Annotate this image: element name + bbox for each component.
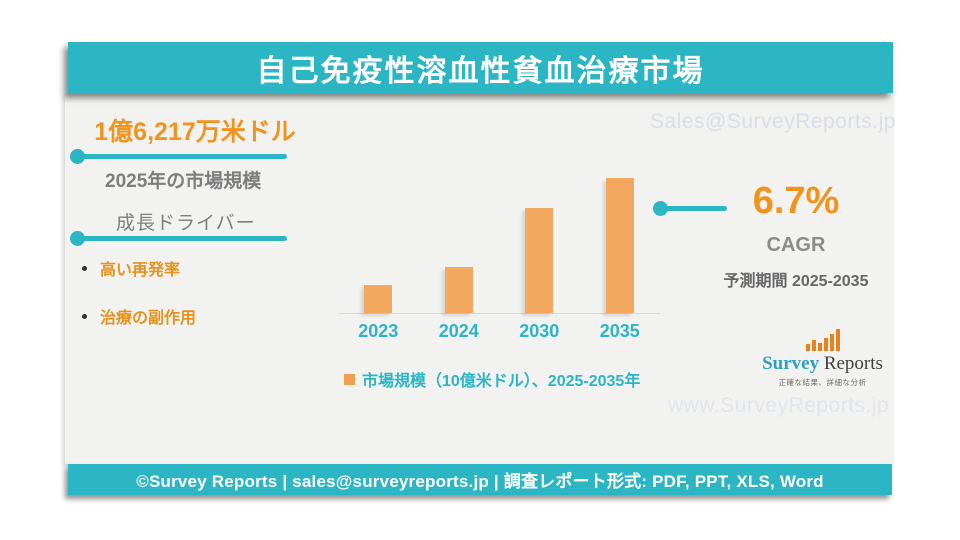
x-tick-label: 2030 — [519, 321, 560, 341]
market-size-value: 1億6,217万米ドル — [94, 118, 296, 146]
title-banner: 自己免疫性溶血性貧血治療市場 — [68, 42, 893, 93]
list-item: 治療の副作用 — [82, 304, 196, 328]
watermark-sales-email: Sales@SurveyReports.jp — [650, 110, 896, 133]
growth-drivers-list: 高い再発率 治療の副作用 — [82, 256, 196, 352]
accent-dot — [70, 149, 85, 164]
accent-dot — [653, 201, 668, 216]
accent-line — [78, 154, 287, 159]
driver-text: 治療の副作用 — [100, 310, 197, 327]
bar-2030 — [525, 208, 554, 313]
cagr-block: 6.7% CAGR 予測期間 2025-2035 — [700, 182, 892, 291]
x-tick-label: 2035 — [599, 321, 640, 341]
bar-chart-icon — [750, 328, 895, 351]
bar-2035 — [605, 178, 634, 313]
bar-slot — [419, 170, 500, 313]
driver-text: 高い再発率 — [100, 262, 181, 279]
legend-swatch-icon — [344, 373, 355, 385]
market-size-label: 2025年の市場規模 — [105, 171, 262, 192]
footer-text: ©Survey Reports | sales@surveyreports.jp… — [136, 472, 824, 491]
footer-banner: ©Survey Reports | sales@surveyreports.jp… — [68, 464, 892, 495]
bar-2023 — [364, 285, 393, 313]
growth-drivers-heading: 成長ドライバー — [116, 213, 256, 234]
bar-2024 — [444, 267, 473, 313]
logo-name: Survey Reports — [750, 353, 895, 375]
bar-slot — [499, 170, 580, 313]
logo-name-part2: Reports — [823, 353, 883, 374]
list-item: 高い再発率 — [82, 256, 196, 280]
watermark-website: www.SurveyReports.jp — [668, 394, 890, 417]
chart-bars — [338, 170, 660, 314]
cagr-period: 予測期間 2025-2035 — [723, 273, 869, 290]
x-tick-label: 2023 — [358, 321, 399, 341]
accent-line — [662, 206, 727, 211]
x-tick-label: 2024 — [438, 321, 479, 341]
bar-slot — [580, 170, 661, 313]
cagr-label: CAGR — [766, 234, 826, 256]
surveyreports-logo: Survey Reports 正確な結果、詳細な分析 — [750, 328, 895, 388]
logo-tagline: 正確な結果、詳細な分析 — [778, 378, 867, 387]
bar-slot — [338, 170, 419, 313]
bar-chart: 2023 2024 2030 2035 — [338, 170, 660, 342]
chart-legend: 市場規模（10億米ドル）、2025-2035年 — [344, 367, 640, 391]
accent-dot — [70, 231, 85, 246]
page-title: 自己免疫性溶血性貧血治療市場 — [256, 54, 705, 88]
chart-labels: 2023 2024 2030 2035 — [338, 314, 660, 342]
cagr-value: 6.7% — [752, 180, 840, 222]
bullet-icon — [82, 265, 87, 271]
logo-name-part1: Survey — [762, 353, 820, 374]
accent-line — [78, 236, 287, 241]
bullet-icon — [82, 313, 87, 319]
legend-label: 市場規模（10億米ドル）、2025-2035年 — [362, 373, 641, 390]
